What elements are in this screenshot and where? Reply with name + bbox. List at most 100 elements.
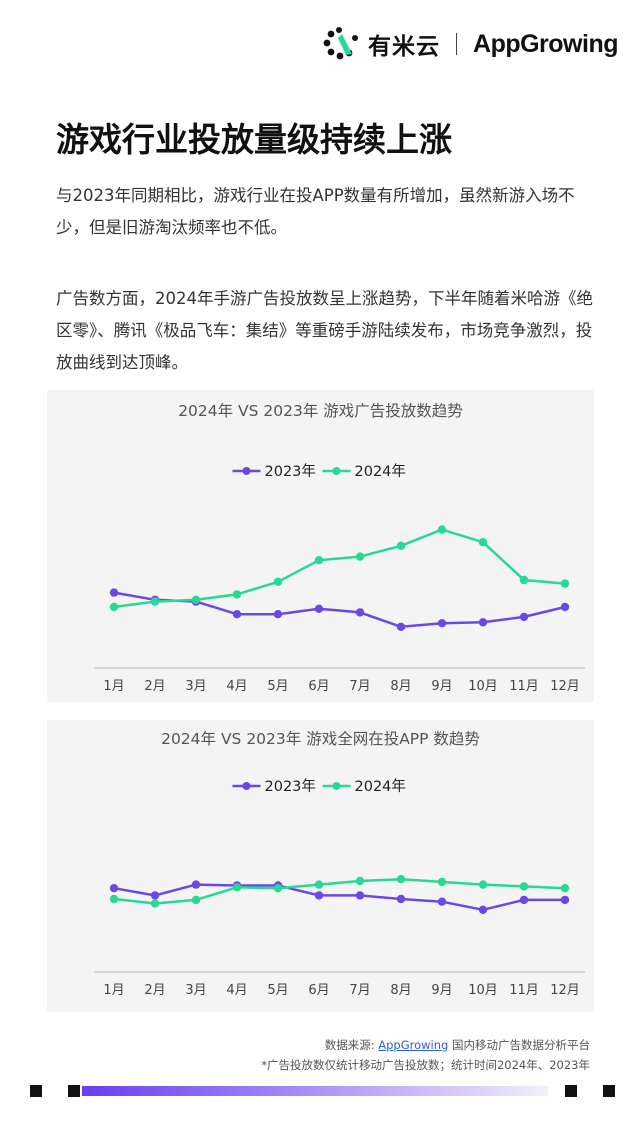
- legend-label-1: 2024年: [355, 463, 406, 480]
- data-point: [150, 891, 160, 900]
- data-point: [478, 880, 488, 889]
- legend-marker-0: [242, 467, 251, 475]
- data-point: [314, 891, 324, 900]
- brand-youmi: 有米云: [368, 34, 441, 60]
- data-point: [273, 610, 283, 619]
- x-tick-label: 1月: [103, 679, 124, 694]
- x-tick-label: 1月: [103, 983, 124, 998]
- data-point: [314, 604, 324, 613]
- x-tick-label: 6月: [308, 679, 329, 694]
- x-tick-label: 3月: [185, 983, 206, 998]
- x-tick-label: 8月: [390, 983, 411, 998]
- data-point: [519, 882, 529, 891]
- source-line: 数据来源: AppGrowing 国内移动广告数据分析平台: [261, 1035, 590, 1055]
- x-tick-label: 4月: [226, 679, 247, 694]
- data-point: [355, 891, 365, 900]
- x-tick-label: 11月: [509, 679, 539, 694]
- source-note: *广告投放数仅统计移动广告投放数；统计时间2024年、2023年: [261, 1058, 590, 1072]
- x-tick-label: 10月: [468, 679, 498, 694]
- data-point: [437, 877, 447, 887]
- data-point: [191, 895, 201, 905]
- data-point: [437, 525, 447, 534]
- data-point: [478, 618, 488, 627]
- source-prefix: 数据来源:: [324, 1038, 379, 1052]
- ad-volume-chart: 2024年 VS 2023年 游戏广告投放数趋势 2023年 2024年 1月 2月 3月…: [47, 390, 594, 702]
- data-point: [150, 597, 160, 606]
- x-tick-label: 12月: [550, 983, 580, 998]
- footer-gradient-bar: [82, 1086, 548, 1096]
- data-point: [314, 880, 324, 889]
- data-point: [150, 899, 160, 908]
- ad-volume-chart-svg: 2024年 VS 2023年 游戏广告投放数趋势 2023年 2024年 1月 2月 3月…: [94, 402, 585, 694]
- x-tick-label: 9月: [431, 679, 452, 694]
- legend-marker-1: [332, 467, 341, 475]
- x-tick-label: 9月: [431, 983, 452, 998]
- brand-appgrowing: AppGrowing: [473, 29, 618, 58]
- x-tick-label: 4月: [226, 983, 247, 998]
- data-point: [560, 895, 570, 905]
- data-point: [191, 880, 201, 889]
- data-point: [437, 619, 447, 628]
- brand-header: 有米云 AppGrowing: [322, 22, 618, 66]
- legend-label-0: 2023年: [265, 778, 316, 795]
- legend-marker-1: [332, 782, 341, 790]
- data-point: [109, 602, 119, 612]
- active-app-chart-svg: 2024年 VS 2023年 游戏全网在投APP 数趋势 2023年 2024年 1月…: [94, 730, 585, 998]
- source-link[interactable]: AppGrowing: [378, 1038, 449, 1052]
- data-point: [273, 884, 283, 893]
- legend-marker-0: [242, 782, 251, 790]
- footer-decoration: [0, 1084, 642, 1098]
- data-point: [478, 905, 488, 914]
- data-point: [355, 876, 365, 886]
- x-tick-label: 10月: [468, 983, 498, 998]
- data-point: [191, 595, 201, 604]
- data-point: [232, 610, 242, 619]
- x-tick-label: 6月: [308, 983, 329, 998]
- legend-label-0: 2023年: [265, 463, 316, 480]
- data-point: [519, 575, 529, 585]
- data-point: [109, 894, 119, 904]
- paragraph-1: 与2023年同期相比，游戏行业在投APP数量有所增加，虽然新游入场不少，但是旧游…: [56, 186, 575, 237]
- data-point: [478, 538, 488, 547]
- data-point: [232, 883, 242, 892]
- x-tick-label: 8月: [390, 679, 411, 694]
- x-tick-label: 5月: [267, 679, 288, 694]
- x-tick-label: 5月: [267, 983, 288, 998]
- series-line-0: [113, 591, 566, 629]
- chart-title: 2024年 VS 2023年 游戏广告投放数趋势: [178, 402, 463, 420]
- page-title: 游戏行业投放量级持续上涨: [56, 120, 452, 159]
- x-tick-label: 3月: [185, 679, 206, 694]
- x-tick-label: 2月: [144, 679, 165, 694]
- data-point: [396, 541, 406, 550]
- footer-square-right-2: [603, 1085, 615, 1097]
- data-source: 数据来源: AppGrowing 国内移动广告数据分析平台 *广告投放数仅统计移…: [261, 1035, 590, 1075]
- footer-square-left: [30, 1085, 42, 1097]
- legend-label-1: 2024年: [355, 778, 406, 795]
- x-tick-label: 12月: [550, 679, 580, 694]
- data-point: [437, 897, 447, 906]
- source-suffix: 国内移动广告数据分析平台: [448, 1038, 590, 1052]
- x-tick-label: 7月: [349, 983, 370, 998]
- paragraph-2: 广告数方面，2024年手游广告投放数呈上涨趋势，下半年随着米哈游《绝区零》、腾讯…: [56, 289, 593, 372]
- x-tick-label: 7月: [349, 679, 370, 694]
- data-point: [232, 590, 242, 599]
- data-point: [314, 556, 324, 565]
- footer-square-right: [565, 1085, 577, 1097]
- active-app-chart: 2024年 VS 2023年 游戏全网在投APP 数趋势 2023年 2024年 1月…: [47, 720, 594, 1012]
- data-point: [109, 588, 119, 597]
- data-point: [355, 608, 365, 617]
- series-line-1: [113, 528, 566, 609]
- series-line-0: [113, 883, 565, 912]
- data-point: [109, 884, 119, 893]
- data-point: [519, 895, 529, 905]
- data-point: [396, 622, 406, 631]
- data-point: [355, 552, 365, 561]
- data-point: [519, 612, 529, 622]
- chart-title: 2024年 VS 2023年 游戏全网在投APP 数趋势: [161, 730, 480, 748]
- youmi-logo-icon: [322, 24, 362, 64]
- brand-divider: [456, 33, 458, 55]
- data-point: [396, 875, 406, 884]
- x-tick-label: 2月: [144, 983, 165, 998]
- footer-square-left-2: [68, 1085, 80, 1097]
- series-line-1: [113, 877, 566, 905]
